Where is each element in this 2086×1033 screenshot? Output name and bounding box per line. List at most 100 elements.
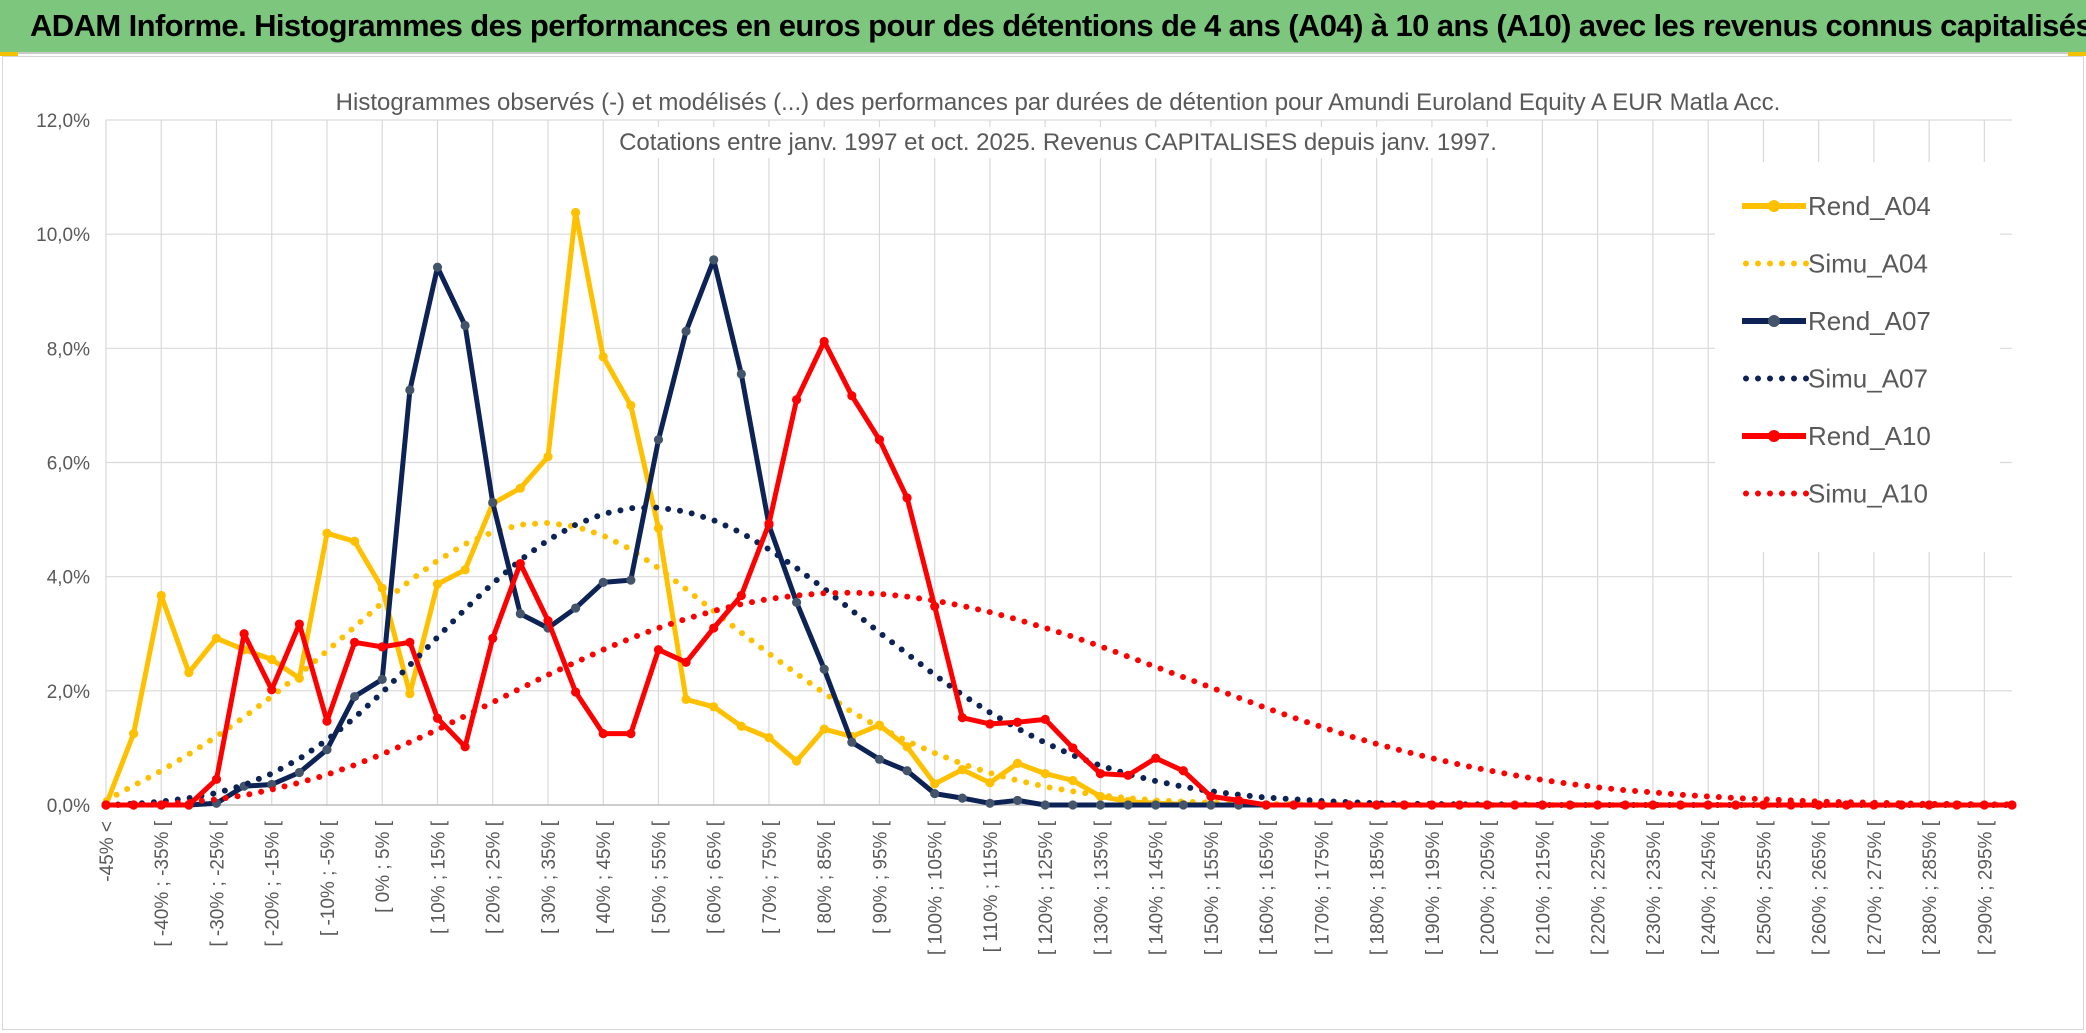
point-rend-a07 [294,767,304,778]
y-tick-label: 10,0% [36,225,90,246]
point-rend-a10 [1675,800,1686,810]
point-rend-a04 [653,523,664,533]
point-rend-a04 [129,729,139,739]
point-rend-a10 [1040,714,1050,724]
point-rend-a10 [1454,800,1465,810]
point-rend-a04 [681,694,691,704]
x-tick-label: [ 90% ; 95% [ [870,820,891,934]
point-rend-a10 [1648,800,1658,810]
point-rend-a04 [930,779,940,789]
series-rend-a04 [103,210,1267,808]
x-tick-label: [ 240% ; 245% [ [1699,820,1720,955]
point-rend-a07 [570,603,581,613]
x-tick-label: [ 150% ; 155% [ [1202,820,1223,955]
point-rend-a10 [294,619,304,629]
point-rend-a10 [2007,800,2017,810]
legend-marker-rend-a04 [1768,200,1780,212]
point-rend-a10 [1344,800,1354,810]
header-banner: ADAM Informe. Histogrammes des performan… [0,0,2086,54]
point-rend-a10 [681,657,691,667]
x-tick-label: [ 250% ; 255% [ [1754,820,1775,955]
point-rend-a07 [377,674,387,685]
point-rend-a04 [543,452,553,462]
point-rend-a10 [1206,791,1216,802]
point-rend-a10 [764,518,774,529]
x-tick-label: [ 190% ; 195% [ [1423,820,1444,955]
y-tick-label: 2,0% [47,682,90,703]
point-rend-a10 [239,629,249,639]
point-rend-a04 [211,633,222,643]
point-rend-a10 [460,742,470,752]
point-rend-a10 [1510,800,1520,810]
point-rend-a10 [488,633,498,643]
point-rend-a10 [902,493,912,503]
x-tick-label: [ 100% ; 105% [ [926,820,947,955]
x-tick-label: [ 30% ; 35% [ [539,820,560,934]
legend-marker-rend-a10 [1768,430,1780,442]
point-rend-a10 [1703,800,1713,810]
point-rend-a04 [1012,758,1023,768]
legend-label-simu-a04: Simu_A04 [1808,249,1928,279]
point-rend-a07 [847,737,857,747]
legend-label-rend-a10: Rend_A10 [1808,421,1931,451]
point-rend-a07 [432,262,443,272]
title-layer: Histogrammes observés (-) et modélisés (… [329,87,1787,158]
y-tick-label: 4,0% [47,568,90,589]
point-rend-a04 [267,654,277,665]
point-rend-a07 [681,326,691,336]
point-rend-a07 [350,691,360,702]
point-rend-a10 [1316,800,1327,810]
title-backdrop [613,127,1503,158]
chart-frame [2,56,2084,1030]
point-rend-a07 [653,435,664,445]
x-tick-label: [ 170% ; 175% [ [1312,820,1333,955]
point-rend-a10 [1012,717,1023,727]
legend-marker-rend-a07 [1768,315,1780,327]
point-rend-a07 [1206,800,1216,810]
series-simu-a10 [103,589,2015,808]
point-rend-a04 [432,579,443,589]
point-rend-a04 [1040,769,1050,779]
point-rend-a10 [377,642,387,652]
legend-label-rend-a07: Rend_A07 [1808,306,1931,336]
point-rend-a10 [1178,766,1188,776]
point-rend-a10 [985,719,995,729]
x-tick-label: [ 220% ; 225% [ [1589,820,1610,955]
point-rend-a10 [1289,800,1299,810]
point-rend-a10 [267,685,277,695]
point-rend-a10 [405,637,415,647]
x-tick-label: [ 110% ; 115% [ [981,820,1002,952]
legend-label-rend-a04: Rend_A04 [1808,191,1931,221]
x-tick-label: [ -20% ; -15% [ [263,820,284,946]
point-rend-a10 [930,601,940,611]
point-rend-a04 [156,590,166,601]
chart-title: Histogrammes observés (-) et modélisés (… [336,89,1781,116]
point-rend-a10 [1758,800,1768,810]
legend-box [1715,162,2000,552]
series-layer [101,207,2017,810]
point-rend-a10 [819,336,829,347]
x-tick-label: [ 200% ; 205% [ [1478,820,1499,955]
point-rend-a04 [460,565,470,575]
point-rend-a07 [1012,795,1023,806]
point-rend-a07 [791,597,802,607]
x-tick-label: [ -30% ; -25% [ [207,820,228,946]
chart-subtitle: Cotations entre janv. 1997 et oct. 2025.… [619,129,1497,156]
y-tick-label: 0,0% [47,796,90,817]
point-rend-a10 [1233,795,1244,806]
point-rend-a07 [1095,800,1106,810]
y-tick-label: 12,0% [36,111,90,132]
point-rend-a10 [598,729,608,739]
title-backdrop [329,87,1787,118]
point-rend-a10 [1372,800,1382,810]
point-rend-a07 [405,385,415,395]
point-rend-a10 [1399,800,1409,810]
x-tick-label: [ 270% ; 275% [ [1865,820,1886,955]
x-tick-label: -45% < [97,821,118,882]
x-tick-label: [ 130% ; 135% [ [1091,820,1112,955]
point-rend-a10 [570,687,581,697]
point-rend-a07 [322,745,332,755]
point-rend-a04 [985,778,995,788]
point-rend-a10 [709,623,719,633]
